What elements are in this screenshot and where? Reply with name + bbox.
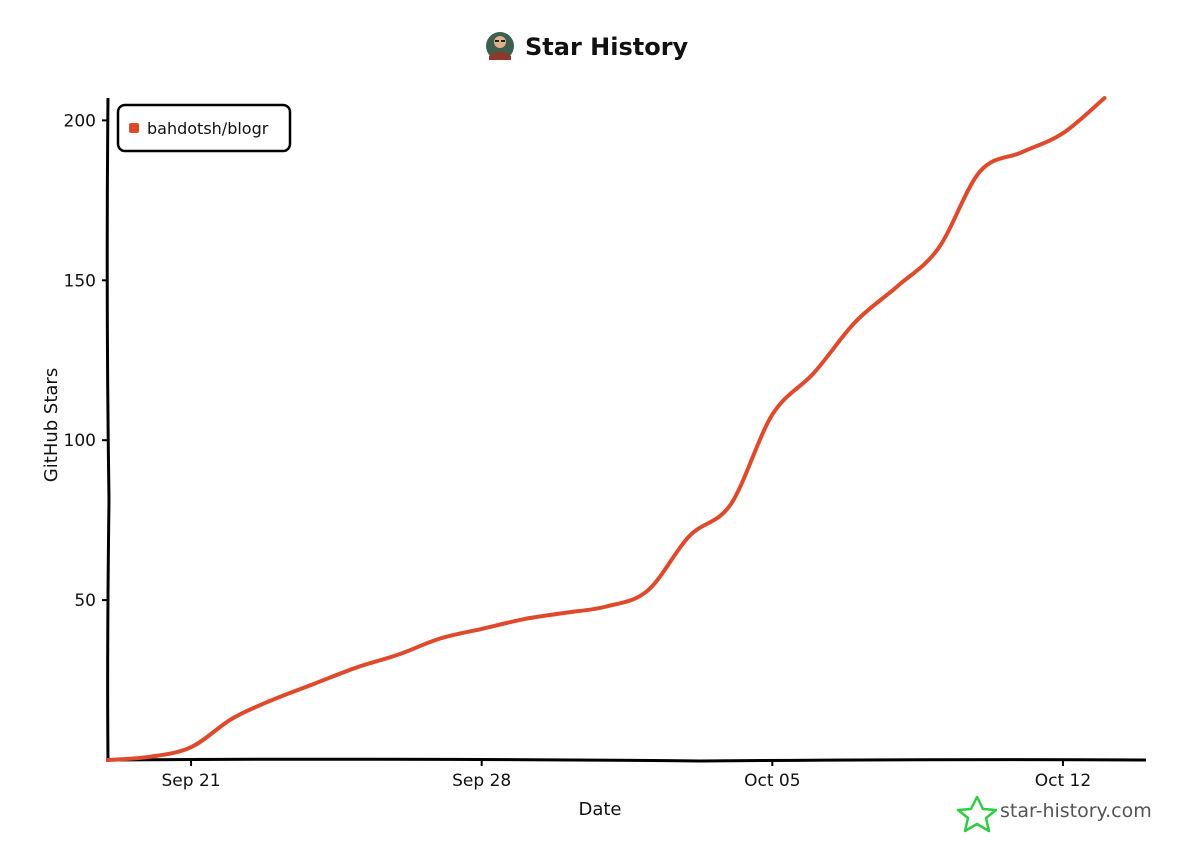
y-tick-labels: 50 100 150 200: [64, 111, 108, 611]
y-tick-label: 200: [64, 111, 96, 131]
x-axis-line: [105, 757, 1147, 763]
series-layer: [106, 96, 1107, 762]
chart-title: Star History: [525, 33, 689, 61]
chart-title-group: Star History: [486, 32, 689, 61]
legend: bahdotsh/blogr: [116, 103, 292, 153]
y-tick-label: 150: [64, 271, 96, 291]
y-axis-label: GitHub Stars: [41, 368, 62, 482]
x-tick-labels: Sep 21 Sep 28 Oct 05 Oct 12: [162, 760, 1091, 791]
y-axis-line: [105, 97, 111, 763]
y-tick-label: 50: [74, 591, 96, 611]
watermark[interactable]: star-history.com: [956, 795, 1152, 833]
x-tick-label: Sep 28: [452, 771, 511, 791]
legend-label: bahdotsh/blogr: [147, 119, 269, 138]
y-tick-label: 100: [64, 431, 96, 451]
x-axis-label: Date: [578, 799, 621, 820]
watermark-text[interactable]: star-history.com: [1000, 800, 1152, 822]
x-tick-label: Oct 05: [744, 771, 800, 791]
avatar-icon: [486, 32, 514, 60]
series-line-bahdotsh-blogr: [106, 96, 1107, 762]
x-tick-label: Sep 21: [162, 771, 221, 791]
legend-swatch: [129, 123, 139, 133]
legend-box: [116, 103, 292, 153]
star-icon: [956, 795, 998, 833]
x-tick-label: Oct 12: [1035, 771, 1091, 791]
